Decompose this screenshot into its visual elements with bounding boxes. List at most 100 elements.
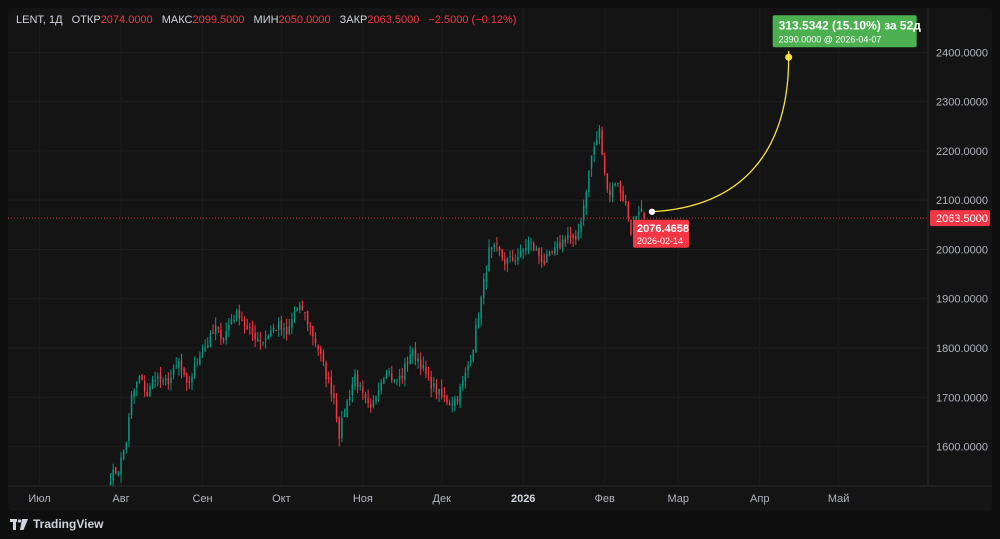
candle: [567, 227, 569, 244]
candle: [454, 395, 456, 412]
candle: [267, 334, 269, 340]
candle: [125, 441, 128, 454]
candle: [233, 314, 235, 324]
candle: [185, 372, 188, 392]
candle: [369, 398, 372, 413]
candle: [138, 375, 141, 384]
candle: [238, 304, 241, 326]
candle: [243, 316, 246, 334]
candle: [159, 367, 162, 388]
candle: [430, 370, 432, 398]
candle: [170, 369, 172, 391]
candle: [401, 367, 404, 385]
candle: [207, 337, 209, 349]
candle: [193, 356, 196, 379]
price-axis[interactable]: 2400.0000 2300.0000 2200.0000 2100.0000 2000…: [928, 8, 992, 511]
candle: [306, 310, 309, 332]
candle: [354, 369, 356, 391]
candle: [572, 233, 574, 247]
price-tick-label: 2000.0000: [936, 244, 988, 256]
candle: [440, 379, 443, 400]
candle: [246, 318, 248, 330]
candle: [309, 321, 312, 336]
price-tick-label: 2300.0000: [936, 97, 988, 109]
candle: [115, 466, 117, 475]
candle: [130, 391, 133, 420]
candle: [438, 388, 440, 403]
candle: [417, 353, 419, 369]
candle: [204, 339, 206, 352]
candle: [624, 194, 627, 206]
candle: [220, 322, 222, 345]
candle: [212, 324, 214, 335]
time-tick-label: Мар: [668, 493, 690, 505]
forecast-arc[interactable]: [651, 57, 790, 213]
candle: [136, 380, 138, 397]
candle: [141, 374, 143, 381]
candle: [548, 250, 551, 257]
candle: [611, 182, 614, 203]
candle: [333, 384, 335, 405]
candle: [425, 360, 427, 379]
tradingview-icon: [10, 518, 28, 530]
candle: [601, 126, 603, 156]
candle: [577, 223, 580, 241]
candle: [293, 306, 296, 323]
last-price-badge: 2063.5000: [930, 210, 990, 227]
candle: [120, 451, 122, 483]
candle: [327, 371, 330, 384]
forecast-target-box[interactable]: 313.5342 (15.10%) за 52д 2390.0000 @ 202…: [772, 15, 922, 48]
candle: [164, 374, 167, 386]
candle: [149, 383, 151, 397]
candle: [540, 247, 543, 268]
candle: [262, 341, 264, 346]
forecast-target-marker[interactable]: [785, 51, 793, 61]
candle: [427, 366, 430, 381]
candle: [254, 324, 256, 347]
forecast-target-sub: 2390.0000 @ 2026-04-07: [779, 34, 882, 44]
candle: [222, 337, 225, 344]
candle: [409, 345, 411, 365]
candle: [259, 331, 262, 350]
candle: [564, 235, 567, 247]
open-value: 2074.0000: [100, 14, 153, 26]
candle: [377, 382, 380, 402]
candle: [162, 377, 164, 386]
tradingview-logo[interactable]: TradingView: [10, 517, 103, 531]
candle: [640, 200, 643, 213]
chart-pane[interactable]: 2400.0000 2300.0000 2200.0000 2100.0000 2000…: [8, 8, 992, 511]
candle: [241, 311, 243, 322]
candle: [151, 375, 154, 390]
candle: [451, 396, 453, 413]
candle: [530, 238, 532, 251]
candle: [209, 329, 212, 348]
forecast-start-box[interactable]: 2076.4658 2026-02-14: [633, 219, 689, 248]
candle: [214, 317, 217, 341]
candle: [272, 323, 275, 334]
candle: [596, 131, 598, 146]
time-axis[interactable]: Июл Авг Сен Окт Ноя Дек 2026 Фев Мар Апр Май: [8, 8, 992, 505]
candle: [348, 389, 351, 406]
time-tick-label: Ноя: [353, 493, 373, 505]
candle: [362, 380, 364, 400]
candle: [609, 182, 611, 203]
candle: [477, 312, 480, 329]
price-chart[interactable]: 2400.0000 2300.0000 2200.0000 2100.0000 2000…: [8, 8, 992, 511]
time-tick-label: Фев: [595, 493, 615, 505]
price-tick-label: 1800.0000: [936, 343, 988, 355]
candle: [109, 473, 112, 486]
candle: [380, 378, 383, 395]
candle: [191, 372, 193, 391]
candle: [461, 375, 464, 392]
candle: [230, 314, 233, 325]
forecast-start-point[interactable]: [648, 208, 656, 215]
candle: [606, 173, 609, 193]
candle: [320, 345, 322, 362]
candle: [575, 229, 577, 245]
candle: [117, 470, 120, 477]
candle: [225, 322, 227, 345]
candle: [556, 236, 559, 255]
candle: [330, 369, 333, 402]
candle: [372, 395, 375, 409]
